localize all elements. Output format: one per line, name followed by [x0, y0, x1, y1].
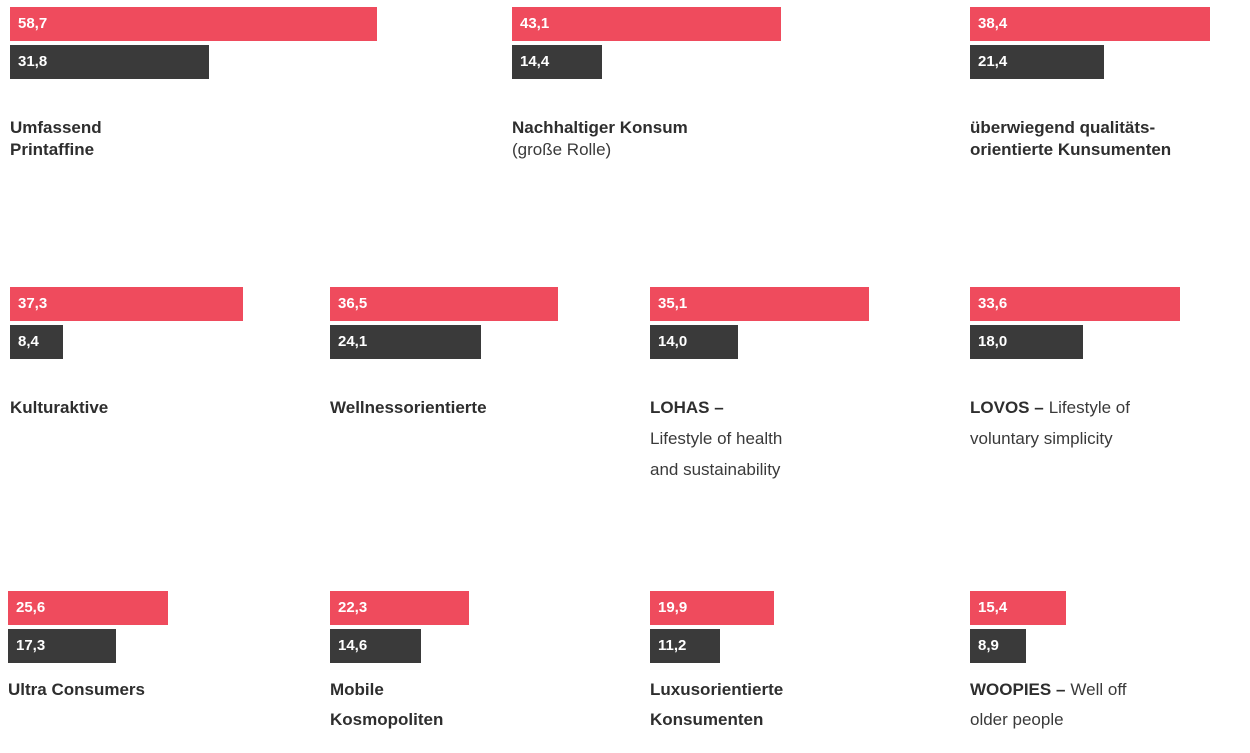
label-line: Konsumenten	[650, 709, 768, 731]
label-bold: Umfassend	[10, 118, 102, 137]
value-label: 43,1	[520, 15, 550, 32]
bar	[970, 45, 1104, 79]
label-line: Ultra Consumers	[8, 679, 150, 701]
value-label: 36,5	[338, 295, 368, 312]
label-bold: Printaffine	[10, 140, 95, 159]
label-line: überwiegend qualitäts-	[970, 117, 1160, 139]
value-label: 17,3	[16, 637, 46, 654]
label-line: (große Rolle)	[512, 139, 611, 161]
bar	[8, 629, 117, 663]
value-label: 14,0	[658, 333, 688, 350]
label-bold: Kosmopoliten	[330, 710, 444, 729]
bar	[8, 591, 168, 625]
label-bold: Nachhaltiger Konsum	[512, 118, 688, 137]
value-label: 25,6	[16, 599, 46, 616]
label-line: Lifestyle of health	[650, 428, 782, 450]
value-label: 35,1	[658, 295, 688, 312]
value-label: 15,4	[978, 599, 1008, 616]
label-line: voluntary simplicity	[970, 428, 1113, 450]
label-text: and sustainability	[650, 460, 781, 479]
bar	[970, 287, 1180, 321]
value-label: 14,4	[520, 53, 550, 70]
bar	[330, 325, 481, 359]
bar	[970, 325, 1083, 359]
label-line: Nachhaltiger Konsum	[512, 117, 693, 139]
label-line: Wellnessorientierte	[330, 397, 492, 419]
label-bold: LOHAS –	[650, 398, 724, 417]
value-label: 38,4	[978, 15, 1008, 32]
value-label: 18,0	[978, 333, 1008, 350]
label-line: LOVOS – Lifestyle of	[970, 397, 1130, 419]
value-label: 8,4	[18, 333, 39, 350]
bar	[970, 591, 1067, 625]
label-text: Lifestyle of health	[650, 429, 783, 448]
label-bold: WOOPIES –	[970, 680, 1066, 699]
label-bold: Ultra Consumers	[8, 680, 145, 699]
label-line: and sustainability	[650, 459, 780, 481]
bar	[330, 629, 422, 663]
value-label: 22,3	[338, 599, 368, 616]
label-bold: Wellnessorientierte	[330, 398, 487, 417]
bar	[512, 7, 782, 41]
label-line: Luxusorientierte	[650, 679, 788, 701]
label-bold: Kulturaktive	[10, 398, 109, 417]
label-bold: LOVOS –	[970, 398, 1044, 417]
label-line: WOOPIES – Well off	[970, 679, 1127, 701]
value-label: 31,8	[18, 53, 48, 70]
bar	[330, 287, 559, 321]
value-label: 11,2	[658, 637, 687, 654]
value-label: 37,3	[18, 295, 48, 312]
label-line: older people	[970, 709, 1064, 731]
value-label: 14,6	[338, 637, 368, 654]
label-text: (große Rolle)	[512, 140, 612, 159]
bar	[650, 287, 870, 321]
bar	[10, 325, 63, 359]
value-label: 33,6	[978, 295, 1008, 312]
bar	[512, 45, 602, 79]
label-line: Printaffine	[10, 139, 99, 161]
bar	[650, 591, 775, 625]
label-line: orientierte Kunsumenten	[970, 139, 1176, 161]
bar	[650, 325, 738, 359]
label-bold: Luxusorientierte	[650, 680, 784, 699]
label-line: LOHAS –	[650, 397, 729, 419]
label-line: Mobile	[330, 679, 389, 701]
bar	[10, 287, 244, 321]
label-text: older people	[970, 710, 1064, 729]
bar	[10, 7, 377, 41]
bar	[650, 629, 720, 663]
label-line: Umfassend	[10, 117, 107, 139]
label-line: Kulturaktive	[10, 397, 113, 419]
label-bold: Mobile	[330, 680, 384, 699]
label-bold: orientierte Kunsumenten	[970, 140, 1172, 159]
value-label: 19,9	[658, 599, 688, 616]
bar	[970, 7, 1210, 41]
label-bold: überwiegend qualitäts-	[970, 118, 1156, 137]
value-label: 8,9	[978, 637, 999, 654]
value-label: 58,7	[18, 15, 48, 32]
bar	[970, 629, 1026, 663]
label-bold: Konsumenten	[650, 710, 764, 729]
label-line: Kosmopoliten	[330, 709, 448, 731]
value-label: 21,4	[978, 53, 1008, 70]
label-text: voluntary simplicity	[970, 429, 1113, 448]
bar	[330, 591, 470, 625]
value-label: 24,1	[338, 333, 368, 350]
bar	[10, 45, 209, 79]
label-text: Lifestyle of	[1048, 398, 1130, 417]
label-text: Well off	[1070, 680, 1127, 699]
